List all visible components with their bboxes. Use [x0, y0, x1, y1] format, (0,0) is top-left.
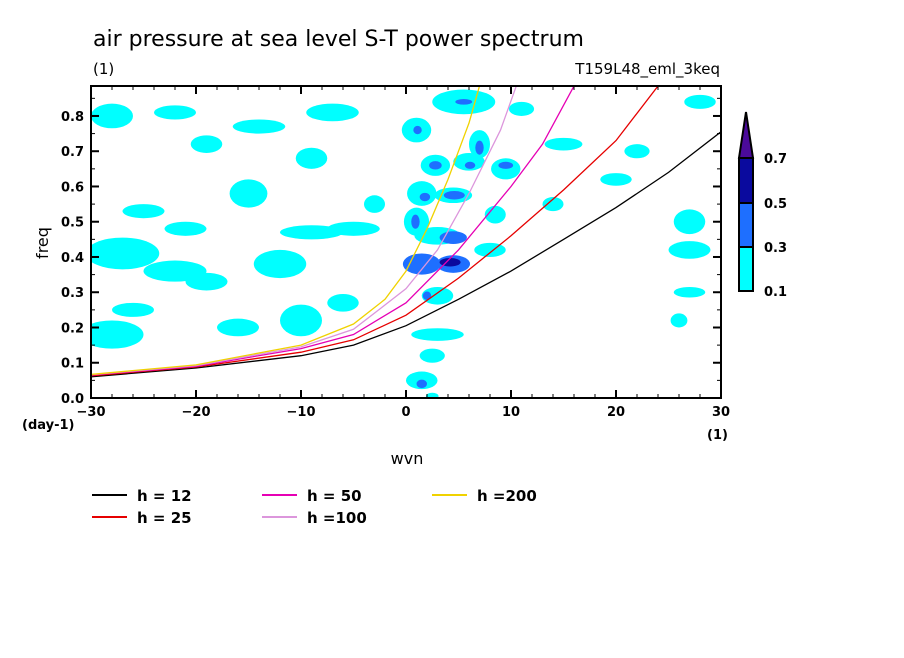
contour-blob-level-1 [421, 286, 454, 305]
contour-blob-level-1 [673, 209, 706, 235]
contour-blob-level-2 [419, 192, 431, 202]
contour-blob-level-1 [670, 313, 688, 328]
curve-50 [92, 87, 575, 376]
contour-blob-level-1 [185, 272, 228, 291]
legend-label: h =100 [307, 509, 367, 527]
colorbar-segment [738, 157, 754, 204]
colorbar: 0.1 0.3 0.5 0.7 [737, 111, 787, 300]
contour-blob-level-1 [217, 318, 259, 337]
contour-blob-level-1 [280, 304, 322, 337]
x-tick-label: 20 [607, 405, 625, 420]
y-tick-label: 0.0 [61, 392, 84, 407]
colorbar-label: 0.1 [764, 285, 787, 300]
contour-blob-level-1 [92, 103, 133, 129]
contour-blob-level-1 [544, 137, 583, 151]
x-tick-label: 0 [401, 405, 410, 420]
contour-blob-level-1 [673, 286, 706, 298]
contour-blob-level-2 [498, 161, 514, 169]
contour-blob-level-1 [92, 320, 144, 349]
colorbar-segment [738, 202, 754, 248]
contour-blob-level-1 [327, 294, 359, 312]
y-axis-label: freq [33, 227, 52, 259]
x-tick-label: −30 [77, 405, 106, 420]
contour-blob-level-2 [455, 99, 473, 105]
contour-blob-level-1 [229, 179, 268, 208]
contour-layer [92, 89, 716, 398]
contour-blob-level-2 [416, 379, 427, 389]
curve-200 [92, 87, 480, 375]
legend-label: h = 12 [137, 487, 192, 505]
contour-blob-level-2 [402, 253, 441, 275]
contour-blob-level-1 [190, 135, 223, 153]
contour-blob-level-1 [668, 241, 711, 259]
y-tick-label: 0.4 [61, 251, 84, 266]
contour-blob-level-1 [542, 197, 564, 212]
contour-blob-level-1 [419, 348, 445, 363]
colorbar-label: 0.3 [764, 241, 787, 256]
colorbar-extend-arrow [737, 111, 755, 159]
x-tick-label: −20 [182, 405, 211, 420]
contour-blob-level-1 [508, 101, 535, 116]
contour-blob-level-1 [306, 103, 359, 122]
chart-subtitle-left: (1) [93, 60, 114, 78]
contour-blob-level-1 [684, 94, 716, 109]
contour-blob-level-1 [600, 173, 632, 186]
colorbar-label: 0.5 [764, 197, 787, 212]
contour-blob-level-1 [425, 392, 439, 398]
x-tick-label: 30 [712, 405, 730, 420]
chart-subtitle-right: T159L48_eml_3keq [574, 60, 720, 79]
curve-12 [92, 131, 721, 378]
y-tick-label: 0.8 [61, 110, 84, 125]
contour-blob-level-2 [413, 125, 422, 135]
contour-blob-level-1 [122, 204, 165, 219]
y-tick-label: 0.1 [61, 357, 84, 372]
x-unit-label: (1) [707, 428, 728, 443]
colorbar-segment [738, 246, 754, 292]
contour-blob-level-1 [411, 328, 464, 341]
x-axis: −30 −20 −10 0 10 20 30 [77, 86, 730, 420]
legend-label: h = 25 [137, 509, 192, 527]
contour-blob-level-2 [429, 161, 442, 170]
contour-blob-level-1 [474, 242, 506, 257]
x-tick-label: 10 [502, 405, 520, 420]
contour-blob-level-1 [624, 144, 650, 159]
contour-blob-level-2 [475, 140, 484, 155]
y-tick-label: 0.6 [61, 180, 84, 195]
contour-blob-level-1 [407, 181, 437, 206]
y-tick-label: 0.7 [61, 145, 84, 160]
dispersion-curves [92, 87, 721, 378]
contour-blob-level-1 [154, 105, 196, 120]
contour-blob-level-2 [422, 291, 432, 300]
legend-label: h =200 [477, 487, 537, 505]
contour-blob-level-2 [443, 191, 465, 200]
y-tick-label: 0.5 [61, 216, 84, 231]
contour-blob-level-1 [484, 205, 506, 224]
x-axis-label: wvn [391, 449, 424, 468]
contour-blob-level-2 [411, 214, 420, 229]
contour-blob-level-1 [164, 221, 207, 236]
contour-blob-level-1 [253, 249, 307, 279]
chart-title: air pressure at sea level S-T power spec… [93, 27, 584, 52]
legend-label: h = 50 [307, 487, 362, 505]
colorbar-label: 0.7 [764, 152, 787, 167]
y-axis: 0.0 0.1 0.2 0.3 0.4 0.5 0.6 0.7 0.8 [61, 97, 721, 407]
curve-25 [92, 87, 659, 377]
contour-blob-level-2 [464, 161, 476, 169]
y-unit-label: (day-1) [22, 418, 74, 433]
y-tick-label: 0.2 [61, 321, 84, 336]
contour-blob-level-1 [232, 119, 286, 134]
curve-100 [92, 87, 517, 376]
legend: h = 12 h = 25 h = 50 h =100 h =200 [92, 487, 537, 527]
contour-blob-level-1 [364, 195, 385, 213]
contour-blob-level-1 [112, 302, 154, 317]
x-tick-label: −10 [287, 405, 316, 420]
contour-blob-level-1 [92, 237, 160, 270]
contour-blob-level-1 [327, 221, 380, 236]
contour-blob-level-1 [295, 147, 328, 169]
y-tick-label: 0.3 [61, 286, 84, 301]
